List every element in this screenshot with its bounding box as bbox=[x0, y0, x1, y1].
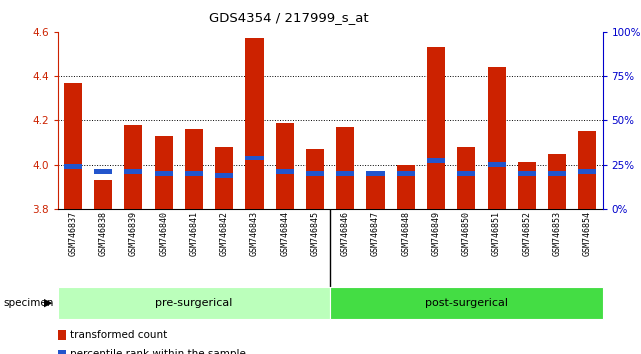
Text: GSM746848: GSM746848 bbox=[401, 211, 410, 256]
Text: transformed count: transformed count bbox=[70, 330, 167, 339]
Bar bbox=[457, 171, 476, 176]
Text: GSM746846: GSM746846 bbox=[341, 211, 350, 256]
Text: GSM746851: GSM746851 bbox=[492, 211, 501, 256]
Bar bbox=[367, 171, 385, 176]
Text: GSM746844: GSM746844 bbox=[280, 211, 289, 256]
Text: GSM746845: GSM746845 bbox=[310, 211, 319, 256]
Text: percentile rank within the sample: percentile rank within the sample bbox=[70, 349, 246, 354]
Text: ▶: ▶ bbox=[44, 298, 52, 308]
Bar bbox=[306, 149, 324, 209]
Bar bbox=[215, 173, 233, 178]
Text: GDS4354 / 217999_s_at: GDS4354 / 217999_s_at bbox=[208, 11, 369, 24]
Text: GSM746842: GSM746842 bbox=[220, 211, 229, 256]
Bar bbox=[367, 171, 385, 209]
Bar bbox=[185, 129, 203, 209]
Bar bbox=[154, 136, 172, 209]
Bar bbox=[578, 169, 597, 174]
Bar bbox=[336, 127, 354, 209]
Bar bbox=[246, 155, 263, 160]
Bar bbox=[94, 180, 112, 209]
Text: pre-surgerical: pre-surgerical bbox=[155, 298, 233, 308]
Bar bbox=[58, 350, 66, 354]
Bar bbox=[63, 164, 82, 169]
Bar bbox=[58, 330, 66, 340]
Text: GSM746843: GSM746843 bbox=[250, 211, 259, 256]
Bar bbox=[488, 67, 506, 209]
Bar bbox=[215, 147, 233, 209]
Bar bbox=[276, 169, 294, 174]
Bar bbox=[246, 39, 263, 209]
Bar bbox=[397, 171, 415, 176]
Text: GSM746854: GSM746854 bbox=[583, 211, 592, 256]
Text: GSM746840: GSM746840 bbox=[159, 211, 168, 256]
Text: GSM746839: GSM746839 bbox=[129, 211, 138, 256]
Bar bbox=[276, 122, 294, 209]
Text: GSM746852: GSM746852 bbox=[522, 211, 531, 256]
Bar bbox=[58, 287, 330, 319]
Text: GSM746847: GSM746847 bbox=[371, 211, 380, 256]
Bar bbox=[427, 47, 445, 209]
Bar bbox=[457, 147, 476, 209]
Bar bbox=[518, 162, 536, 209]
Bar bbox=[124, 125, 142, 209]
Text: post-surgerical: post-surgerical bbox=[425, 298, 508, 308]
Bar bbox=[548, 154, 566, 209]
Text: GSM746853: GSM746853 bbox=[553, 211, 562, 256]
Bar bbox=[427, 158, 445, 162]
Text: GSM746850: GSM746850 bbox=[462, 211, 471, 256]
Bar bbox=[336, 171, 354, 176]
Bar bbox=[578, 131, 597, 209]
Bar bbox=[154, 171, 172, 176]
Text: GSM746841: GSM746841 bbox=[189, 211, 199, 256]
Bar bbox=[94, 169, 112, 174]
Text: GSM746837: GSM746837 bbox=[69, 211, 78, 256]
Text: GSM746849: GSM746849 bbox=[431, 211, 440, 256]
Bar bbox=[63, 83, 82, 209]
Bar bbox=[124, 169, 142, 174]
Bar bbox=[306, 171, 324, 176]
Bar bbox=[397, 165, 415, 209]
Bar bbox=[518, 171, 536, 176]
Bar bbox=[488, 162, 506, 167]
Bar bbox=[185, 171, 203, 176]
Bar bbox=[330, 287, 603, 319]
Text: specimen: specimen bbox=[3, 298, 54, 308]
Text: GSM746838: GSM746838 bbox=[99, 211, 108, 256]
Bar bbox=[548, 171, 566, 176]
